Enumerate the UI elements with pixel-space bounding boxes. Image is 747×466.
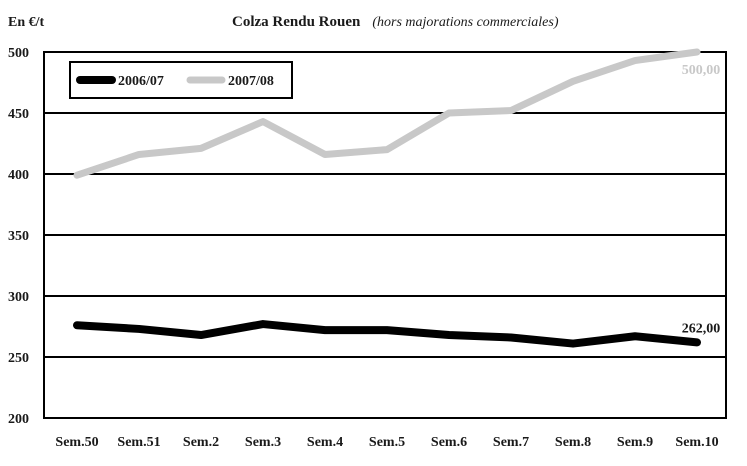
y-tick-label: 450 — [8, 107, 29, 122]
chart-subtitle: (hors majorations commerciales) — [372, 15, 558, 30]
x-tick-label: Sem.2 — [183, 435, 219, 450]
y-axis-label: En €/t — [8, 15, 45, 30]
end-label: 262,00 — [682, 321, 721, 336]
x-axis-ticks: Sem.50 Sem.51 Sem.2 Sem.3 Sem.4 Sem.5 Sem.6 Sem… — [55, 435, 718, 450]
chart-title-main: Colza Rendu Rouen — [232, 14, 361, 30]
end-labels: 262,00 500,00 — [682, 63, 721, 336]
x-tick-label: Sem.3 — [245, 435, 281, 450]
y-tick-label: 350 — [8, 229, 29, 244]
y-tick-label: 300 — [8, 290, 29, 305]
y-tick-label: 200 — [8, 412, 29, 427]
y-tick-label: 500 — [8, 46, 29, 61]
series-line-2006-07 — [73, 320, 701, 348]
series-lines — [73, 48, 701, 348]
y-axis-ticks: 200 250 300 350 400 450 500 — [8, 46, 29, 427]
x-tick-label: Sem.10 — [675, 435, 718, 450]
grid — [43, 51, 727, 419]
legend-label: 2006/07 — [118, 74, 164, 89]
x-tick-label: Sem.8 — [555, 435, 591, 450]
x-tick-label: Sem.50 — [55, 435, 98, 450]
end-label: 500,00 — [682, 63, 721, 78]
chart-title: Colza Rendu Rouen (hors majorations comm… — [232, 13, 559, 30]
y-tick-label: 250 — [8, 351, 29, 366]
x-tick-label: Sem.9 — [617, 435, 653, 450]
x-tick-label: Sem.4 — [307, 435, 343, 450]
series-line-2007-08 — [73, 48, 701, 179]
y-tick-label: 400 — [8, 168, 29, 183]
x-tick-label: Sem.7 — [493, 435, 529, 450]
x-tick-label: Sem.5 — [369, 435, 405, 450]
x-tick-label: Sem.6 — [431, 435, 467, 450]
legend-label: 2007/08 — [228, 74, 274, 89]
x-tick-label: Sem.51 — [117, 435, 160, 450]
legend: 2006/07 2007/08 — [69, 61, 293, 99]
